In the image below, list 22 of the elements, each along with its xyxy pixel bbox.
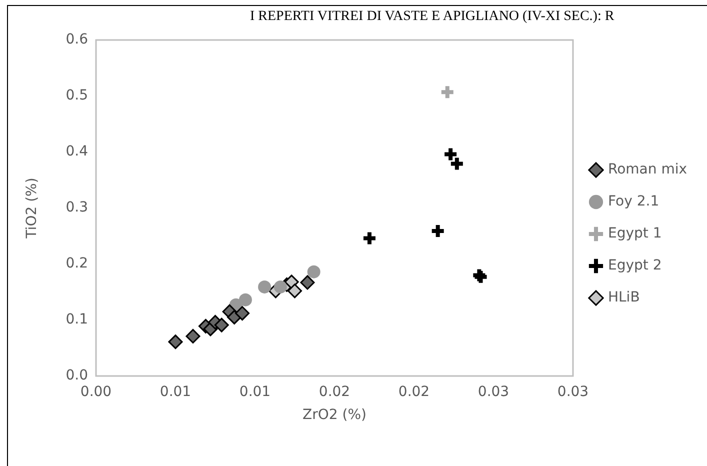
x-tick-label: 0.02 <box>398 384 430 400</box>
y-tick-label: 0.0 <box>66 368 88 384</box>
legend-label: HLiB <box>608 290 640 306</box>
x-axis-title: ZrO2 (%) <box>302 407 366 424</box>
y-tick-label: 0.2 <box>66 256 88 272</box>
y-tick-label: 0.6 <box>66 32 88 48</box>
x-tick-label: 0.03 <box>557 384 589 400</box>
y-axis-title: TiO2 (%) <box>24 178 40 240</box>
legend-label: Egypt 1 <box>608 226 662 242</box>
legend-label: Foy 2.1 <box>608 194 660 210</box>
x-tick-label: 0.03 <box>478 384 510 400</box>
chart-title: I REPERTI VITREI DI VASTE E APIGLIANO (IV-XI SEC.): R <box>250 9 614 24</box>
y-tick-label: 0.3 <box>66 200 88 216</box>
y-tick-label: 0.1 <box>66 312 88 328</box>
y-tick-label: 0.4 <box>66 144 88 160</box>
x-tick-label: 0.02 <box>318 384 350 400</box>
y-tick-label: 0.5 <box>66 88 88 104</box>
x-tick-label: 0.00 <box>80 384 112 400</box>
legend-label: Egypt 2 <box>608 258 662 274</box>
x-tick-label: 0.01 <box>160 384 192 400</box>
legend-label: Roman mix <box>608 162 688 178</box>
x-tick-label: 0.01 <box>239 384 271 400</box>
